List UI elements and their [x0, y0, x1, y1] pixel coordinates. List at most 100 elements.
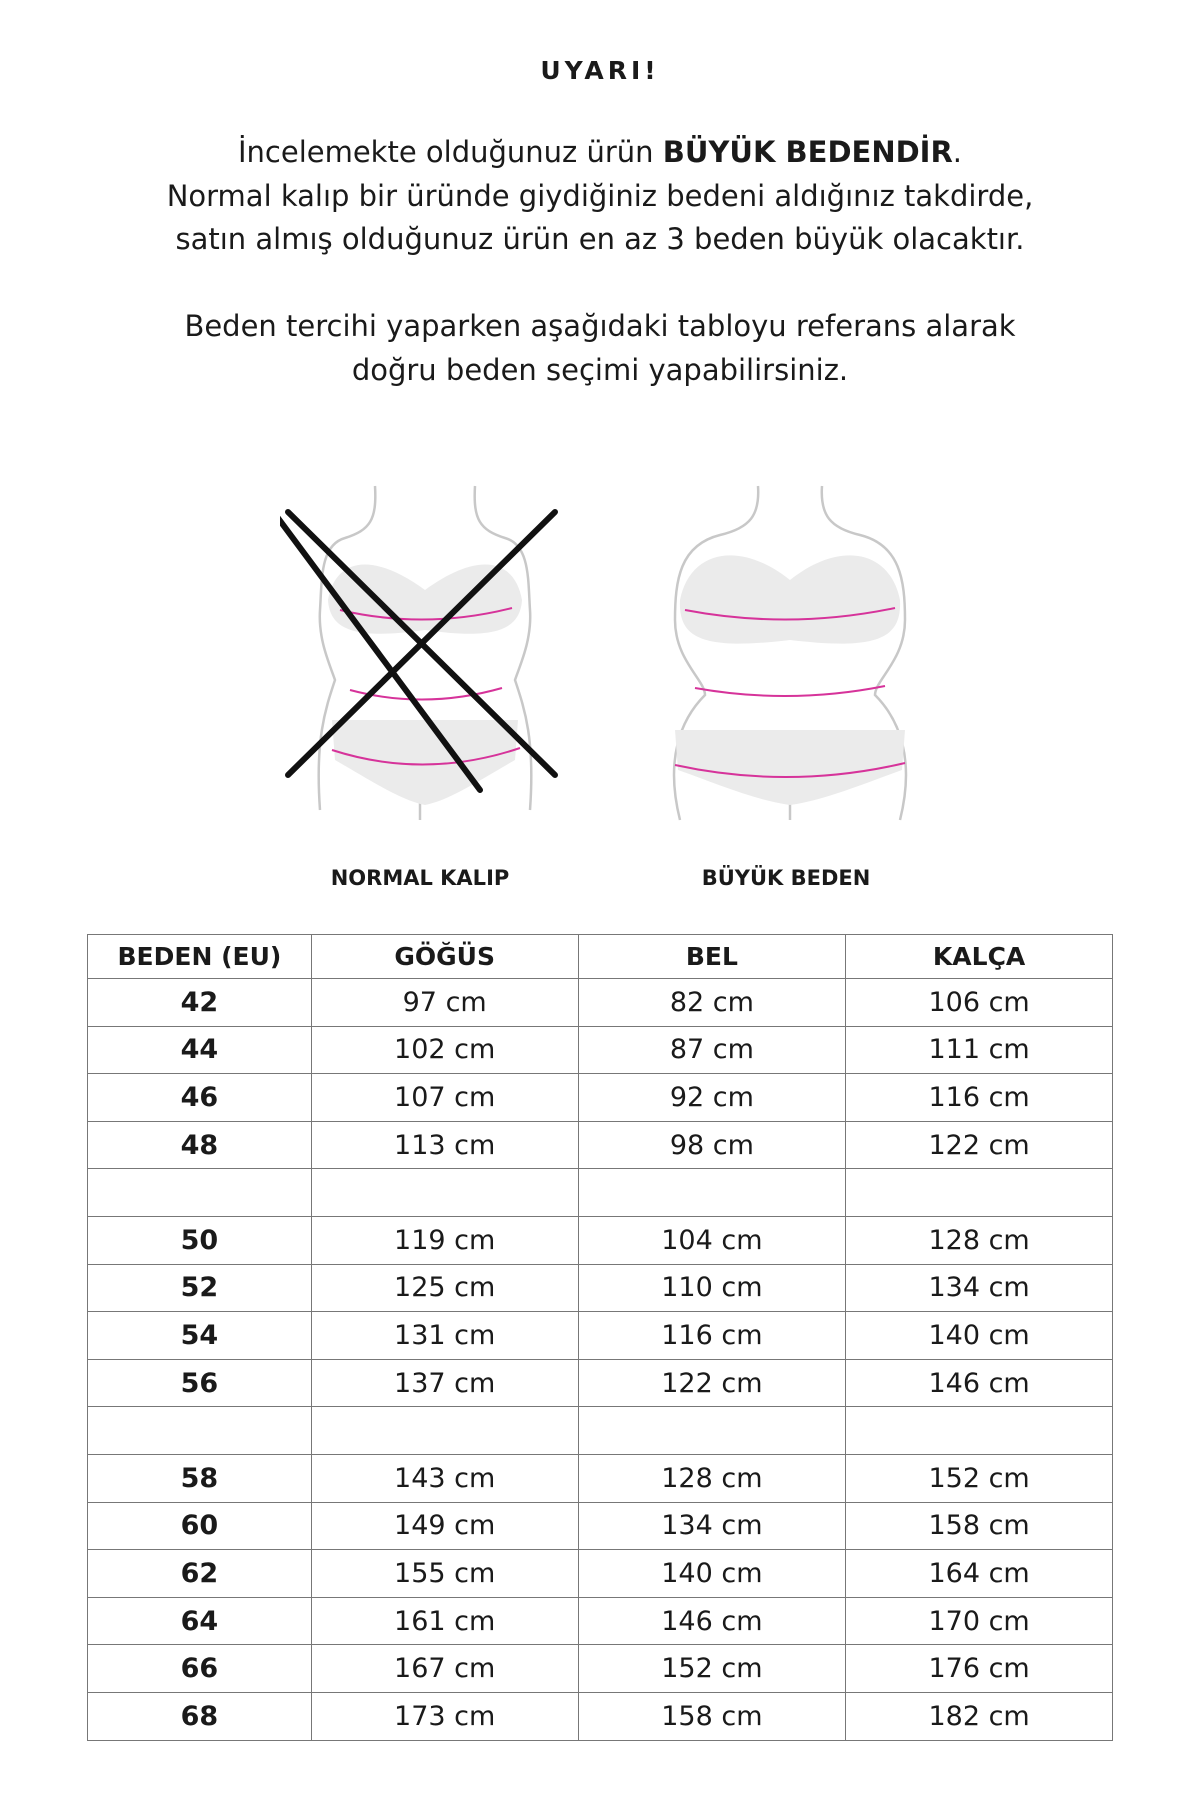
table-row: 44 102 cm 87 cm 111 cm	[87, 1025, 1113, 1075]
size-cell: 52	[87, 1263, 312, 1313]
measurement-cell	[577, 1168, 847, 1217]
table-row: 56 137 cm 122 cm 146 cm	[87, 1358, 1113, 1408]
measurement-cell: 173 cm	[310, 1691, 579, 1741]
table-row: 60 149 cm 134 cm 158 cm	[87, 1501, 1113, 1551]
normal-body-figure	[280, 485, 533, 820]
cross-mark-icon	[285, 509, 558, 778]
measurement-cell: 146 cm	[577, 1596, 847, 1646]
measurement-cell: 164 cm	[845, 1549, 1113, 1598]
size-cell: 60	[87, 1501, 312, 1551]
size-cell	[87, 1168, 312, 1217]
measurement-cell: 98 cm	[577, 1120, 847, 1170]
size-cell: 46	[87, 1073, 312, 1122]
size-cell	[87, 1406, 312, 1455]
size-cell: 62	[87, 1549, 312, 1598]
measurement-cell: 97 cm	[310, 978, 579, 1027]
measurement-cell	[845, 1168, 1113, 1217]
spacer-row	[87, 1168, 1113, 1217]
measurement-cell: 149 cm	[310, 1501, 579, 1551]
measurement-cell: 146 cm	[845, 1358, 1113, 1408]
table-row: 46 107 cm 92 cm 116 cm	[87, 1073, 1113, 1122]
measurement-cell: 107 cm	[310, 1073, 579, 1122]
table-row: 42 97 cm 82 cm 106 cm	[87, 978, 1113, 1027]
column-header: BEDEN (EU)	[87, 934, 312, 979]
size-cell: 54	[87, 1311, 312, 1360]
measurement-cell: 152 cm	[577, 1644, 847, 1693]
measurement-cell: 119 cm	[310, 1215, 579, 1265]
size-cell: 44	[87, 1025, 312, 1075]
table-row: 58 143 cm 128 cm 152 cm	[87, 1453, 1113, 1503]
size-cell: 56	[87, 1358, 312, 1408]
warning-line-2: Normal kalıp bir üründe giydiğiniz beden…	[166, 178, 1034, 213]
measurement-cell: 182 cm	[845, 1691, 1113, 1741]
plus-size-label: BÜYÜK BEDEN	[701, 866, 871, 890]
cross-mark-icon	[280, 515, 483, 793]
warning-line-3: satın almış olduğunuz ürün en az 3 beden…	[175, 222, 1025, 256]
measurement-cell	[845, 1406, 1113, 1455]
warning-emphasis: BÜYÜK BEDENDİR	[662, 135, 953, 169]
size-cell: 50	[87, 1215, 312, 1265]
table-row: 54 131 cm 116 cm 140 cm	[87, 1311, 1113, 1360]
measurement-cell: 161 cm	[310, 1596, 579, 1646]
measurement-cell: 111 cm	[845, 1025, 1113, 1075]
measurement-cell: 137 cm	[310, 1358, 579, 1408]
column-header: GÖĞÜS	[310, 934, 579, 979]
table-header-row: BEDEN (EU) GÖĞÜS BEL KALÇA	[87, 934, 1113, 979]
table-row: 64 161 cm 146 cm 170 cm	[87, 1596, 1113, 1646]
measurement-cell: 152 cm	[845, 1453, 1113, 1503]
warning-line-1: İncelemekte olduğunuz ürün	[237, 135, 663, 169]
spacer-row	[87, 1406, 1113, 1455]
size-cell: 64	[87, 1596, 312, 1646]
measurement-cell: 122 cm	[845, 1120, 1113, 1170]
instruction-text: Beden tercihi yaparken aşağıdaki tabloyu…	[0, 305, 1200, 392]
measurement-cell: 125 cm	[310, 1263, 579, 1313]
size-chart-table: BEDEN (EU) GÖĞÜS BEL KALÇA 42 97 cm 82 cm 106 …	[87, 934, 1113, 1741]
size-cell: 58	[87, 1453, 312, 1503]
measurement-cell: 82 cm	[577, 978, 847, 1027]
warning-line-1-end: .	[952, 135, 963, 169]
table-row: 66 167 cm 152 cm 176 cm	[87, 1644, 1113, 1693]
measurement-cell	[310, 1168, 579, 1217]
measurement-cell: 158 cm	[845, 1501, 1113, 1551]
size-cell: 66	[87, 1644, 312, 1693]
table-row: 50 119 cm 104 cm 128 cm	[87, 1215, 1113, 1265]
column-header: KALÇA	[845, 934, 1113, 979]
measurement-cell: 113 cm	[310, 1120, 579, 1170]
measurement-cell: 87 cm	[577, 1025, 847, 1075]
table-row: 52 125 cm 110 cm 134 cm	[87, 1263, 1113, 1313]
measurement-cell: 143 cm	[310, 1453, 579, 1503]
instruction-line-1: Beden tercihi yaparken aşağıdaki tabloyu…	[184, 309, 1016, 343]
normal-fit-label: NORMAL KALIP	[330, 866, 510, 890]
measurement-cell: 170 cm	[845, 1596, 1113, 1646]
plus-size-body-figure	[672, 485, 908, 821]
measurement-cell	[310, 1406, 579, 1455]
measurement-cell: 158 cm	[577, 1691, 847, 1741]
measurement-cell: 116 cm	[845, 1073, 1113, 1122]
measurement-cell: 116 cm	[577, 1311, 847, 1360]
table-row: 48 113 cm 98 cm 122 cm	[87, 1120, 1113, 1170]
warning-title: UYARI!	[540, 56, 660, 85]
measurement-cell: 155 cm	[310, 1549, 579, 1598]
measurement-cell: 140 cm	[577, 1549, 847, 1598]
measurement-cell: 167 cm	[310, 1644, 579, 1693]
measurement-cell: 122 cm	[577, 1358, 847, 1408]
column-header: BEL	[577, 934, 847, 979]
measurement-cell: 176 cm	[845, 1644, 1113, 1693]
measurement-cell: 110 cm	[577, 1263, 847, 1313]
measurement-cell: 128 cm	[577, 1453, 847, 1503]
warning-text: İncelemekte olduğunuz ürün BÜYÜK BEDENDİ…	[0, 131, 1200, 262]
table-row: 62 155 cm 140 cm 164 cm	[87, 1549, 1113, 1598]
measurement-cell: 106 cm	[845, 978, 1113, 1027]
measurement-cell: 134 cm	[577, 1501, 847, 1551]
size-cell: 68	[87, 1691, 312, 1741]
measurement-cell: 128 cm	[845, 1215, 1113, 1265]
instruction-line-2: doğru beden seçimi yapabilirsiniz.	[351, 352, 849, 387]
measurement-cell: 134 cm	[845, 1263, 1113, 1313]
measurement-cell: 140 cm	[845, 1311, 1113, 1360]
measurement-cell: 104 cm	[577, 1215, 847, 1265]
measurement-cell: 92 cm	[577, 1073, 847, 1122]
measurement-cell	[577, 1406, 847, 1455]
size-cell: 48	[87, 1120, 312, 1170]
measurement-cell: 102 cm	[310, 1025, 579, 1075]
size-cell: 42	[87, 978, 312, 1027]
